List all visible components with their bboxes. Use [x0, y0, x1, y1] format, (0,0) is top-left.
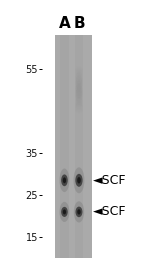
Ellipse shape — [76, 80, 82, 85]
Ellipse shape — [76, 76, 82, 81]
Ellipse shape — [74, 201, 84, 222]
Ellipse shape — [76, 79, 82, 84]
Ellipse shape — [76, 96, 82, 101]
Ellipse shape — [76, 95, 82, 100]
Ellipse shape — [60, 202, 69, 222]
Ellipse shape — [74, 167, 84, 193]
Ellipse shape — [63, 177, 66, 183]
Ellipse shape — [75, 174, 83, 187]
Ellipse shape — [76, 91, 82, 96]
Ellipse shape — [61, 174, 68, 186]
Ellipse shape — [76, 97, 82, 102]
Ellipse shape — [76, 78, 82, 83]
Ellipse shape — [76, 92, 82, 97]
Ellipse shape — [76, 81, 82, 86]
Ellipse shape — [76, 77, 82, 82]
Ellipse shape — [76, 87, 82, 92]
Ellipse shape — [76, 83, 82, 89]
Ellipse shape — [76, 94, 82, 99]
Text: A: A — [58, 16, 70, 30]
Ellipse shape — [76, 82, 82, 87]
Ellipse shape — [76, 84, 82, 90]
Text: ◄SCF: ◄SCF — [93, 174, 126, 187]
Text: ◄SCF: ◄SCF — [93, 206, 126, 218]
Ellipse shape — [61, 207, 68, 217]
Ellipse shape — [60, 168, 69, 192]
Ellipse shape — [76, 75, 82, 80]
Ellipse shape — [76, 93, 82, 98]
Ellipse shape — [75, 207, 83, 217]
Ellipse shape — [76, 100, 82, 105]
Text: B: B — [73, 16, 85, 30]
Ellipse shape — [77, 177, 81, 183]
Ellipse shape — [77, 209, 81, 215]
Bar — [75, 35, 83, 258]
Ellipse shape — [76, 98, 82, 104]
Ellipse shape — [76, 86, 82, 91]
Bar — [60, 35, 69, 258]
Ellipse shape — [63, 209, 66, 214]
Ellipse shape — [76, 89, 82, 94]
Ellipse shape — [76, 101, 82, 106]
Bar — [55, 35, 92, 258]
Ellipse shape — [76, 88, 82, 93]
Ellipse shape — [76, 90, 82, 95]
Ellipse shape — [76, 74, 82, 79]
